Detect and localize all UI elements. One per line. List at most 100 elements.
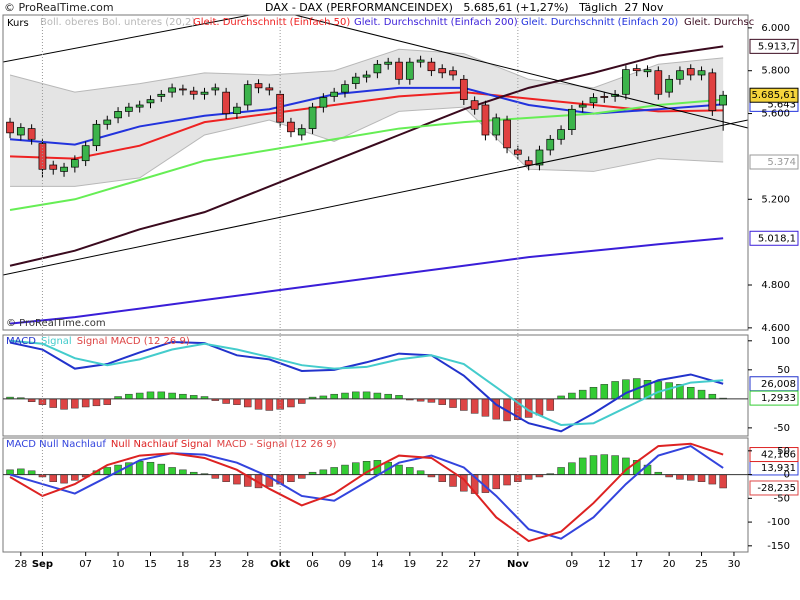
candle-body	[362, 74, 371, 78]
histogram-bar	[589, 455, 598, 475]
x-tick-label: 17	[630, 559, 643, 570]
candle-body	[578, 104, 587, 108]
x-tick-label: 18	[177, 559, 190, 570]
histogram-bar	[146, 391, 155, 400]
histogram-bar	[708, 393, 717, 400]
histogram-bar	[60, 398, 68, 410]
panel-label: Kurs	[7, 18, 29, 29]
histogram-bar	[17, 468, 25, 475]
histogram-bar	[438, 474, 446, 482]
panel-frame	[2, 334, 749, 437]
histogram-bar	[395, 464, 403, 475]
watermark: © ProRealTime.com	[6, 318, 106, 329]
histogram-bar	[427, 398, 436, 403]
histogram-bar	[438, 398, 446, 405]
x-tick-label: 20	[663, 559, 676, 570]
candle-body	[503, 119, 511, 149]
candle-body	[265, 87, 274, 91]
indicator-line	[9, 442, 724, 543]
histogram-bar	[92, 398, 101, 407]
bollinger-upper	[9, 48, 724, 93]
legend-entry: Gleit. Durchschnitt (Einfach 200)	[354, 17, 518, 28]
y-tick-label: 4.800	[761, 280, 790, 291]
x-tick-label: 10	[112, 559, 125, 570]
histogram-bar	[189, 395, 198, 400]
y-tick-label: 50	[777, 365, 790, 376]
legend-entry: MACD Null Nachlauf	[6, 439, 106, 450]
candle-body	[168, 87, 176, 93]
histogram-bar	[157, 391, 166, 400]
x-tick-label: 25	[695, 559, 708, 570]
histogram-bar	[578, 457, 587, 475]
histogram-bar	[103, 467, 112, 475]
panel-frame	[2, 437, 749, 553]
candle-body	[157, 93, 166, 97]
candle-body	[546, 138, 555, 151]
histogram-bar	[233, 398, 241, 405]
histogram-bar	[449, 474, 457, 487]
y-tick-label: 4.600	[761, 323, 790, 334]
candle-body	[71, 159, 79, 168]
candle-body	[287, 121, 295, 133]
histogram-bar	[157, 463, 166, 475]
value-badge-label: 5.374	[767, 157, 796, 168]
histogram-bar	[406, 467, 414, 475]
histogram-bar	[341, 392, 349, 400]
y-tick-label: 0	[784, 470, 790, 481]
x-tick-label: 30	[728, 559, 741, 570]
moving-average	[9, 45, 724, 267]
candle-body	[632, 68, 641, 72]
candle-body	[697, 70, 706, 76]
candle-body	[81, 145, 90, 162]
y-tick-label: -50	[774, 493, 790, 504]
histogram-bar	[686, 474, 695, 481]
histogram-bar	[71, 398, 79, 409]
candle-body	[719, 94, 727, 106]
candle-body	[60, 166, 68, 172]
candle-body	[654, 70, 663, 95]
candle-body	[135, 104, 144, 108]
value-badge	[749, 230, 799, 246]
histogram-bar	[81, 398, 90, 408]
candle-body	[535, 149, 544, 166]
histogram-bar	[222, 474, 230, 482]
value-badge-label: 13,931	[761, 463, 796, 474]
value-badge-label: 26,008	[761, 379, 796, 390]
histogram-bar	[697, 389, 706, 400]
legend-entry: Null Nachlauf Signal	[111, 439, 212, 450]
candle-body	[200, 91, 209, 95]
x-tick-label: 14	[371, 559, 384, 570]
histogram-bar	[416, 470, 425, 475]
candle-body	[49, 164, 58, 170]
histogram-bar	[135, 461, 144, 475]
histogram-bar	[265, 398, 274, 411]
close-badge	[749, 87, 799, 103]
candle-body	[211, 87, 220, 91]
histogram-bar	[179, 469, 187, 475]
moving-average	[9, 91, 724, 160]
x-tick-label: 12	[598, 559, 611, 570]
candle-body	[427, 61, 436, 72]
candle-body	[600, 96, 609, 98]
candle-body	[233, 106, 241, 114]
histogram-bar	[49, 398, 57, 408]
candle-body	[676, 70, 684, 80]
candle-body	[405, 61, 414, 80]
y-tick-label: -100	[767, 517, 790, 528]
close-badge-label: 5.685,61	[751, 90, 796, 101]
y-tick-label: 5.200	[761, 194, 790, 205]
histogram-bar	[373, 392, 382, 400]
candle-body	[395, 61, 403, 80]
candle-body	[16, 127, 25, 136]
candle-body	[492, 117, 501, 136]
histogram-bar	[254, 398, 263, 410]
histogram-bar	[222, 398, 230, 404]
trend-line	[294, 15, 748, 129]
indicator-line	[9, 340, 724, 433]
candle-body	[92, 123, 101, 147]
histogram-bar	[546, 398, 555, 411]
candle-body	[686, 68, 695, 76]
histogram-bar	[125, 393, 133, 400]
legend-entry: Gleit. Durchschnitt (Einfach 50)	[193, 17, 350, 28]
